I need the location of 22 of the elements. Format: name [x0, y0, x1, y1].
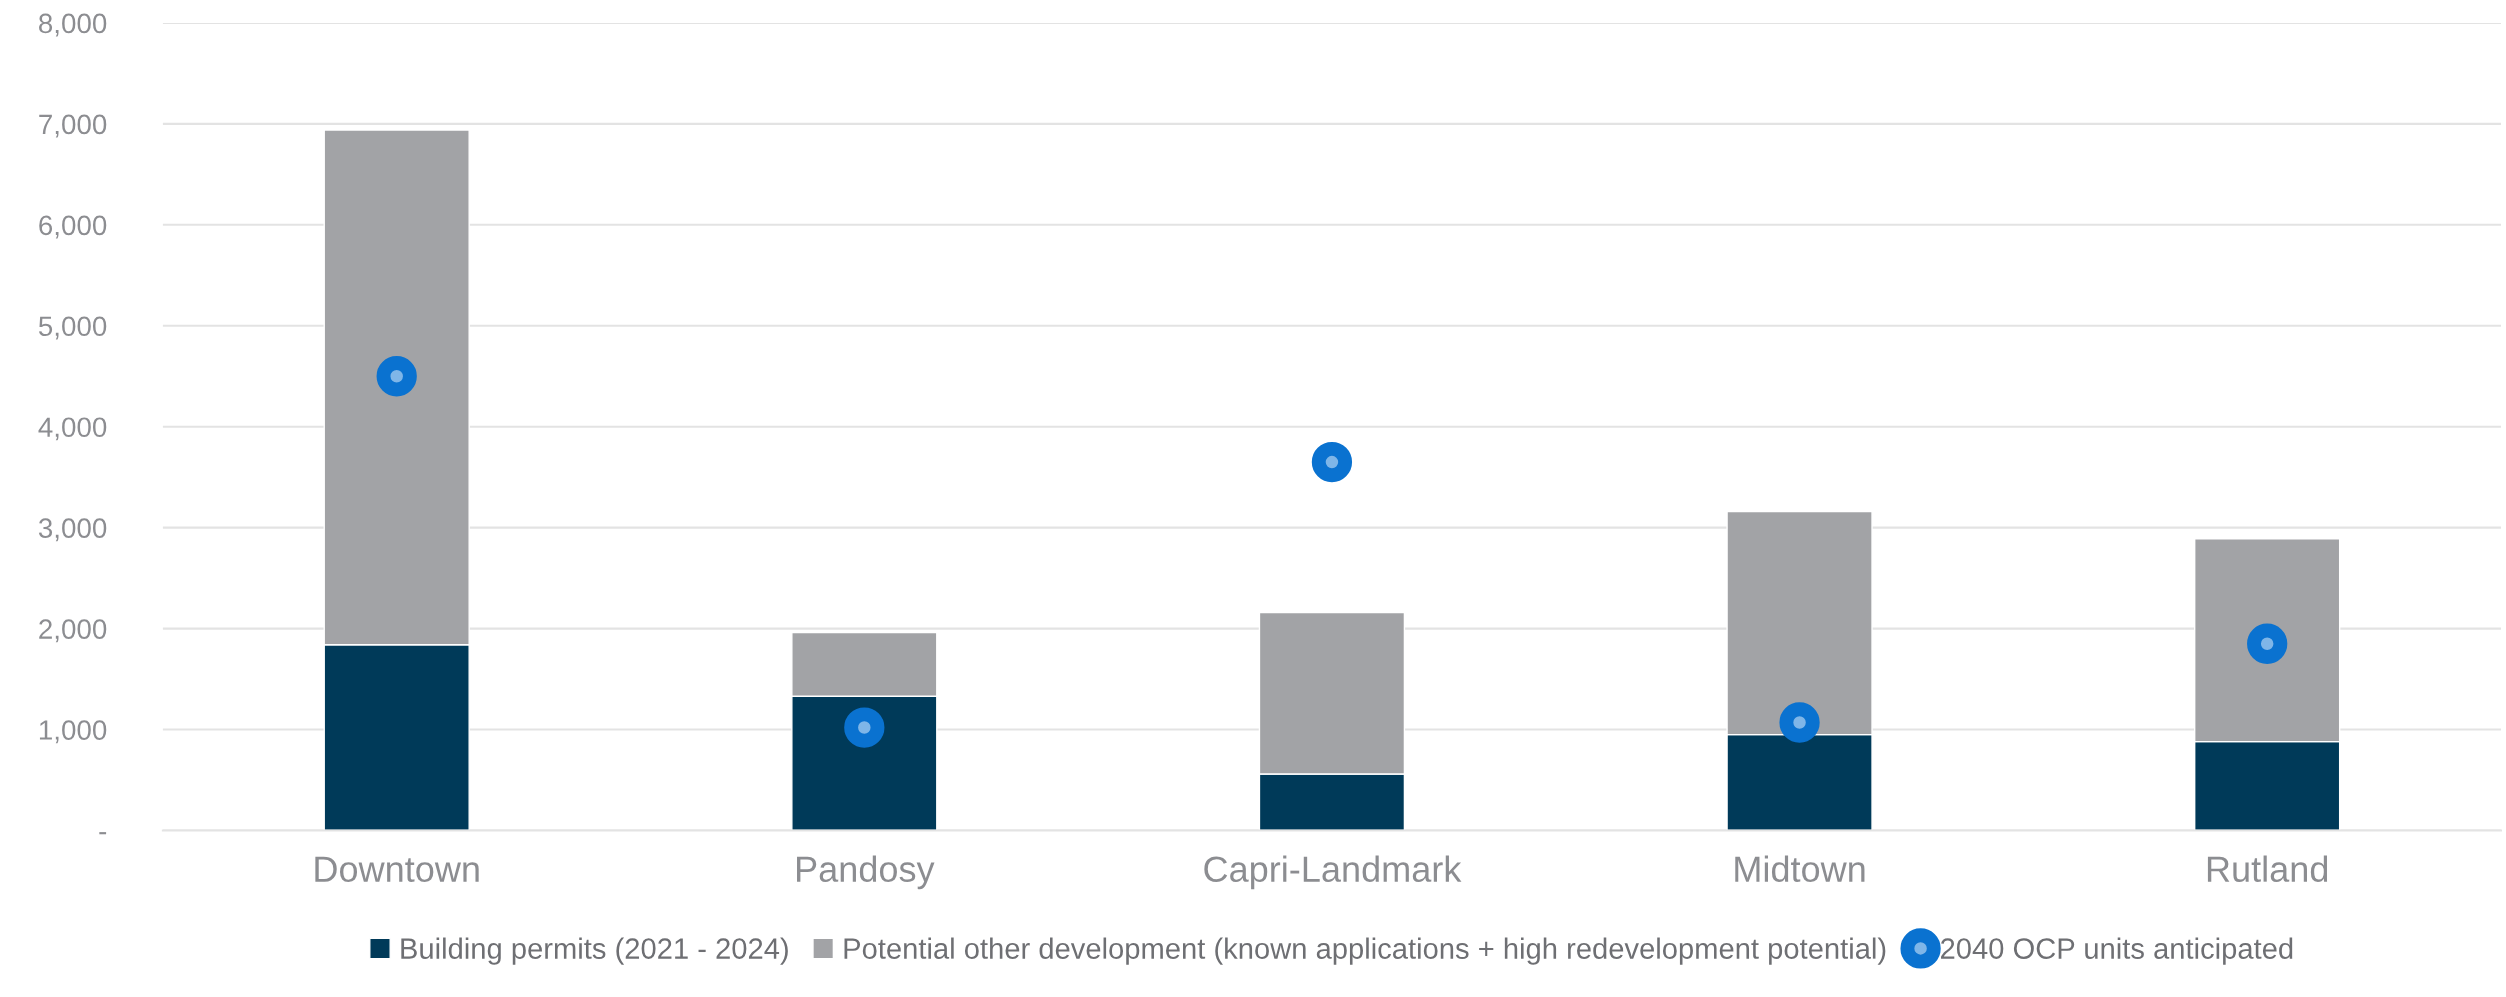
y-tick-label: 2,000 [39, 619, 107, 643]
y-tick-label: 5,000 [38, 316, 107, 340]
x-tick-label: Midtown [1735, 855, 1865, 883]
legend-label: Building permits (2021 - 2024) [401, 937, 788, 965]
y-tick-label: 3,000 [38, 518, 107, 542]
legend-label: 2040 OCP units anticipated [1941, 937, 2293, 965]
x-tick-label: Capri-Landmark [1204, 855, 1462, 890]
point [1779, 702, 1820, 743]
y-tick-label: 6,000 [39, 215, 107, 239]
y-tick-label: 1,000 [39, 720, 107, 744]
point [844, 707, 885, 748]
legend-label: Potential other development (known applications + high redevelopment potential) [844, 937, 1886, 965]
y-tick-label: 8,000 [39, 13, 107, 37]
x-tick-label: Downtown [315, 856, 479, 883]
y-tick-label: 7,000 [39, 114, 107, 138]
y-tick-label: 4,000 [38, 417, 107, 441]
point [1311, 441, 1353, 483]
x-tick-label: Pandosy [797, 855, 935, 890]
y-tick-label: - [99, 832, 107, 835]
x-tick-label: Rutland [2207, 855, 2328, 883]
point [376, 356, 417, 397]
point [2247, 623, 2288, 664]
